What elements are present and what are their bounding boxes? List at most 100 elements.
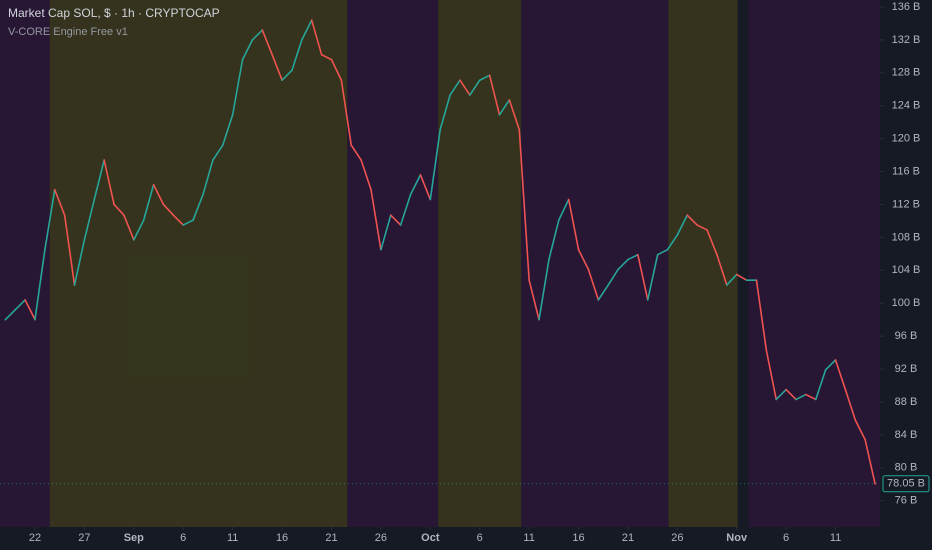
price-segment	[202, 159, 214, 196]
price-segment	[182, 219, 194, 226]
price-segment	[162, 203, 175, 216]
price-segment	[350, 144, 362, 161]
price-segment	[814, 369, 827, 401]
y-tick-label: 100 B	[892, 297, 921, 309]
signal-band	[521, 0, 669, 527]
price-segment	[577, 248, 590, 271]
price-segment	[133, 219, 145, 241]
price-segment	[53, 188, 66, 216]
price-segment	[172, 214, 185, 226]
price-segment	[429, 128, 441, 201]
y-tick-label: 128 B	[892, 67, 921, 79]
y-tick-label: 116 B	[892, 165, 920, 177]
price-segment	[488, 74, 501, 116]
signal-band	[49, 0, 348, 527]
price-segment	[152, 183, 165, 206]
price-segment	[291, 39, 303, 72]
price-segment	[212, 144, 224, 161]
x-tick-label: 26	[671, 532, 683, 544]
price-segment	[567, 198, 580, 251]
price-segment	[824, 359, 837, 371]
price-segment	[409, 174, 422, 196]
y-tick-label: 132 B	[892, 34, 921, 46]
price-segment	[844, 388, 857, 421]
x-tick-label: 27	[78, 532, 90, 544]
last-price-box	[882, 475, 930, 493]
signal-band	[0, 0, 50, 527]
x-tick-label: 6	[477, 532, 483, 544]
price-segment	[587, 268, 600, 301]
price-segment	[795, 393, 807, 401]
x-tick-label: 16	[276, 532, 288, 544]
x-tick-label: 6	[783, 532, 789, 544]
price-segment	[627, 253, 639, 261]
y-tick-label: 80 B	[895, 462, 918, 474]
price-segment	[380, 214, 392, 251]
price-segment	[330, 58, 343, 82]
y-tick-label: 124 B	[892, 100, 921, 112]
price-segment	[241, 39, 254, 61]
x-tick-label: 11	[830, 532, 841, 544]
price-segment	[370, 188, 382, 251]
price-segment	[755, 279, 768, 351]
price-segment	[696, 224, 708, 231]
price-segment	[716, 253, 728, 286]
price-segment	[360, 159, 372, 191]
x-tick-label: Oct	[421, 532, 440, 544]
price-segment	[617, 258, 629, 271]
price-segment	[261, 29, 273, 56]
price-segment	[142, 183, 155, 221]
price-segment	[24, 299, 36, 321]
chart-title: Market Cap SOL, $ · 1h · CRYPTOCAP	[8, 6, 220, 20]
price-segment	[192, 193, 204, 221]
y-tick-label: 120 B	[892, 133, 921, 145]
x-tick-label: 21	[325, 532, 337, 544]
price-segment	[469, 79, 481, 96]
price-segment	[44, 188, 56, 251]
x-tick-label: 16	[572, 532, 584, 544]
indicator-name: V-CORE Engine Free v1	[8, 26, 128, 38]
price-segment	[666, 234, 679, 251]
price-segment	[103, 159, 115, 206]
time-axis	[0, 527, 932, 550]
y-tick-label: 84 B	[895, 429, 918, 441]
price-segment	[538, 258, 550, 321]
price-axis	[880, 0, 932, 550]
y-tick-label: 112 B	[892, 198, 920, 210]
price-segment	[271, 53, 283, 82]
price-segment	[706, 229, 718, 256]
signal-band	[438, 0, 522, 527]
price-segment	[854, 419, 866, 441]
price-segment	[63, 214, 76, 286]
price-segment	[4, 308, 17, 321]
price-segment	[785, 388, 797, 401]
price-segment	[864, 438, 876, 485]
price-segment	[834, 359, 847, 391]
signal-band	[668, 0, 738, 527]
price-segment	[439, 94, 451, 131]
price-segment	[518, 128, 530, 281]
plot	[0, 19, 880, 485]
price-segment	[805, 393, 817, 401]
price-segment	[449, 79, 461, 96]
price-segment	[498, 99, 511, 116]
bands	[0, 0, 880, 527]
x-tick-label: Nov	[726, 532, 748, 544]
price-segment	[478, 74, 491, 82]
x-tick-label: 21	[622, 532, 634, 544]
x-tick-label: 26	[375, 532, 387, 544]
price-segment	[557, 198, 570, 221]
price-segment	[765, 349, 778, 401]
price-segment	[399, 193, 412, 226]
price-segment	[676, 214, 689, 236]
price-segment	[93, 159, 105, 201]
y-tick-label: 76 B	[895, 495, 918, 507]
price-segment	[123, 214, 135, 241]
price-segment	[597, 284, 610, 301]
price-segment	[320, 53, 333, 61]
price-segment	[113, 203, 125, 216]
y-tick-label: 108 B	[892, 231, 921, 243]
price-segment	[221, 113, 234, 147]
price-segment	[310, 19, 323, 56]
